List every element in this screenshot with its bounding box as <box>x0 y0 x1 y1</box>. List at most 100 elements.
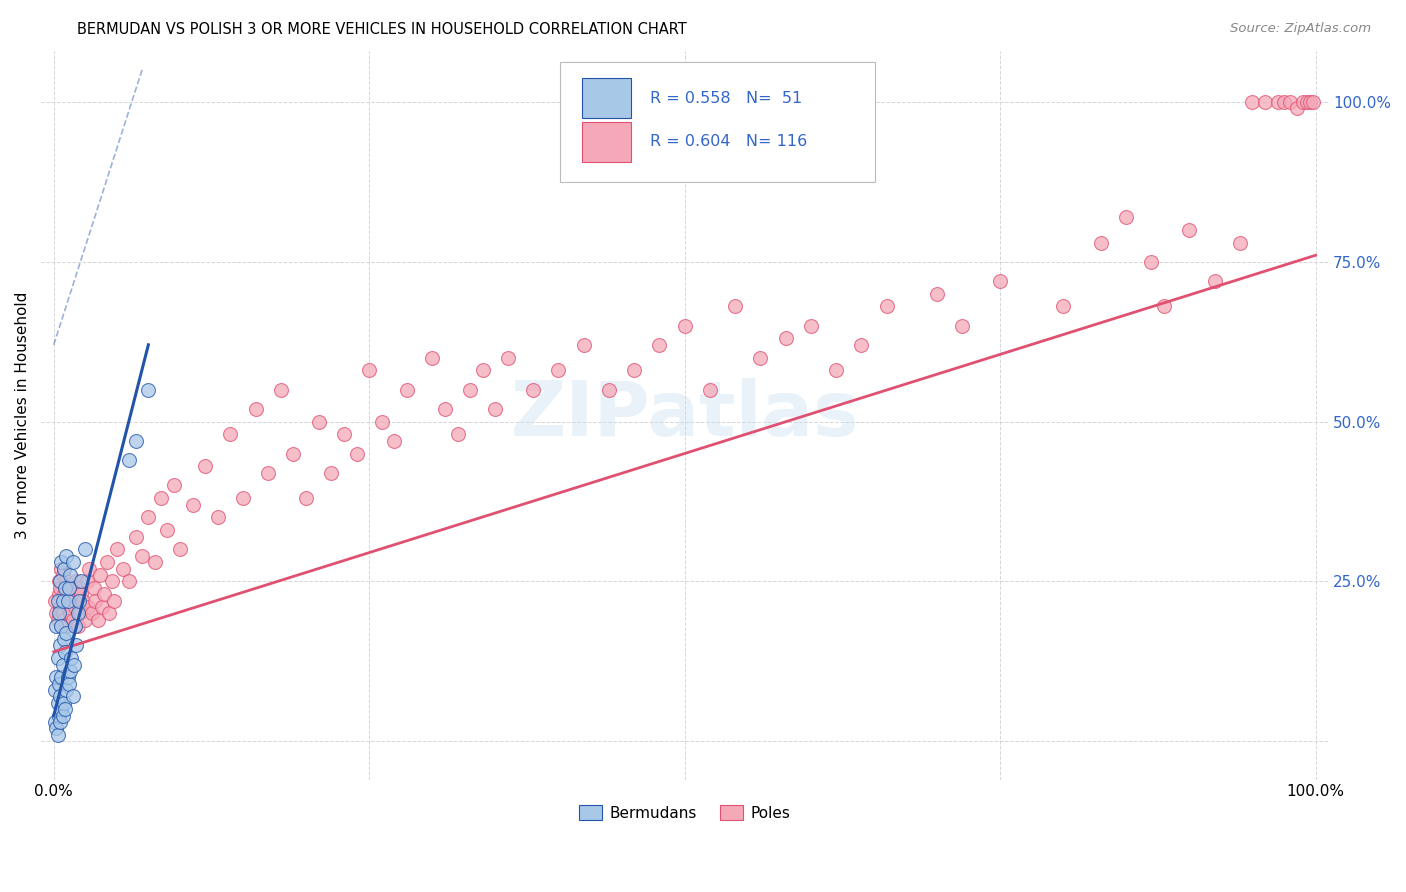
Point <box>48 587 70 601</box>
Point <box>1295 95 1317 109</box>
Point <box>66 607 89 621</box>
Point <box>100 574 122 589</box>
Point <box>59 607 82 621</box>
Point <box>49 714 72 729</box>
Point <box>76 574 98 589</box>
Point <box>308 415 330 429</box>
Point <box>53 702 76 716</box>
Point <box>1052 300 1074 314</box>
Point <box>70 587 93 601</box>
Point <box>51 568 73 582</box>
Point <box>53 645 76 659</box>
Point <box>1302 95 1324 109</box>
Point <box>75 613 97 627</box>
Point <box>51 619 73 633</box>
Point <box>46 696 69 710</box>
Point <box>58 581 80 595</box>
Point <box>105 542 128 557</box>
Point <box>49 581 72 595</box>
Point <box>1178 223 1201 237</box>
Point <box>333 427 356 442</box>
Point <box>44 714 66 729</box>
Point <box>53 581 76 595</box>
Point <box>49 690 72 704</box>
Point <box>51 607 73 621</box>
Point <box>219 427 242 442</box>
Point <box>162 478 184 492</box>
Text: R = 0.558   N=  51: R = 0.558 N= 51 <box>650 91 803 105</box>
Point <box>52 696 75 710</box>
Point <box>55 625 77 640</box>
Point <box>1299 95 1322 109</box>
Point <box>232 491 254 506</box>
Point <box>245 401 267 416</box>
Text: ZIPatlas: ZIPatlas <box>510 378 859 452</box>
Point <box>283 446 305 460</box>
Point <box>598 383 620 397</box>
Point <box>65 638 87 652</box>
Point <box>48 574 70 589</box>
Point <box>446 427 468 442</box>
Point <box>84 593 107 607</box>
Point <box>46 613 69 627</box>
Point <box>131 549 153 563</box>
Text: BERMUDAN VS POLISH 3 OR MORE VEHICLES IN HOUSEHOLD CORRELATION CHART: BERMUDAN VS POLISH 3 OR MORE VEHICLES IN… <box>77 22 688 37</box>
Point <box>51 619 73 633</box>
Point <box>395 383 418 397</box>
Point <box>648 338 671 352</box>
Point <box>48 607 70 621</box>
Point <box>181 498 204 512</box>
Point <box>1115 210 1137 224</box>
Point <box>45 619 67 633</box>
Point <box>295 491 318 506</box>
Y-axis label: 3 or more Vehicles in Household: 3 or more Vehicles in Household <box>15 292 30 539</box>
Point <box>420 351 443 365</box>
Point <box>207 510 229 524</box>
Point <box>1279 95 1302 109</box>
FancyBboxPatch shape <box>560 62 875 182</box>
Point <box>66 619 89 633</box>
Point <box>51 702 73 716</box>
Point <box>46 593 69 607</box>
Point <box>257 466 280 480</box>
Point <box>77 561 100 575</box>
Point <box>90 599 112 614</box>
Point <box>76 599 98 614</box>
Point <box>51 708 73 723</box>
Legend: Bermudans, Poles: Bermudans, Poles <box>572 798 796 827</box>
Point <box>45 722 67 736</box>
Point <box>384 434 406 448</box>
Point <box>623 363 645 377</box>
Point <box>67 581 90 595</box>
Point <box>56 593 79 607</box>
Point <box>825 363 848 377</box>
Point <box>44 683 66 698</box>
Point <box>46 728 69 742</box>
Point <box>63 593 86 607</box>
Point <box>51 657 73 672</box>
Point <box>458 383 481 397</box>
Point <box>988 274 1011 288</box>
Point <box>143 555 166 569</box>
Point <box>56 670 79 684</box>
Point <box>1267 95 1289 109</box>
Point <box>63 619 86 633</box>
Point <box>169 542 191 557</box>
Point <box>1254 95 1277 109</box>
Point <box>45 670 67 684</box>
Point <box>950 318 973 333</box>
Point <box>53 593 76 607</box>
Point <box>70 574 93 589</box>
Point <box>321 466 343 480</box>
Point <box>724 300 747 314</box>
Point <box>93 587 115 601</box>
Point <box>138 383 160 397</box>
Point <box>103 593 125 607</box>
Point <box>55 619 77 633</box>
Point <box>98 607 121 621</box>
Point <box>83 581 105 595</box>
Point <box>55 574 77 589</box>
Point <box>125 530 148 544</box>
Point <box>522 383 544 397</box>
Point <box>925 286 948 301</box>
